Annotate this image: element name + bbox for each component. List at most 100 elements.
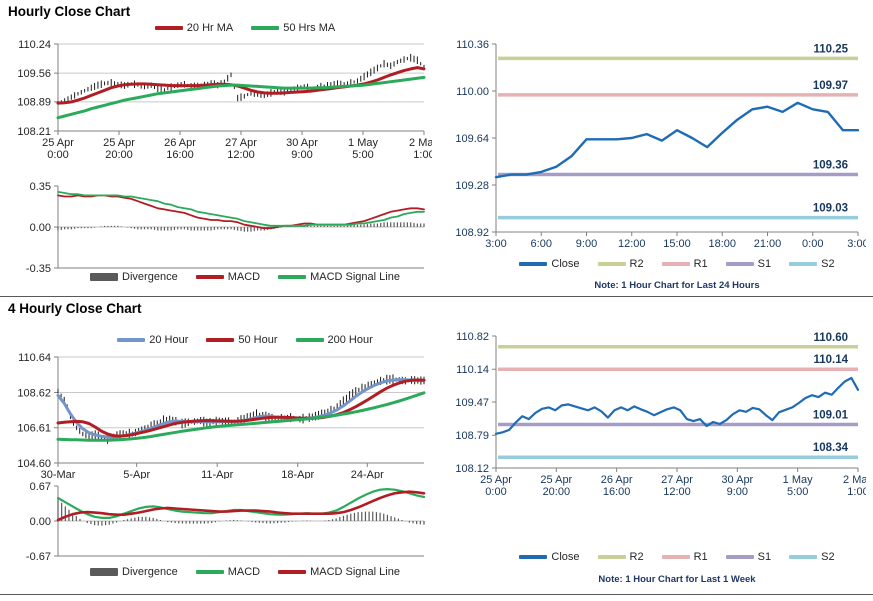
y-tick-label: 109.64 <box>455 133 489 145</box>
section-divider <box>0 296 873 297</box>
legend-swatch <box>725 262 754 266</box>
x-tick-label: 5:00 <box>787 486 808 498</box>
series-200-hour <box>56 391 426 442</box>
legend-item-divergence: Divergence <box>90 566 178 578</box>
x-tick-label: 12:00 <box>227 149 255 161</box>
legend-swatch <box>519 262 548 266</box>
x-tick-label: 1:00 <box>847 486 866 498</box>
y-tick-label: 110.00 <box>456 86 489 98</box>
four-hourly-pivot-note: Note: 1 Hour Chart for Last 1 Week <box>598 574 756 585</box>
y-tick-label: 109.47 <box>455 397 489 409</box>
x-tick-label: 18:00 <box>708 238 736 250</box>
y-tick-label: -0.35 <box>26 263 51 272</box>
legend-label: R2 <box>629 551 644 563</box>
x-tick-label: 2 May <box>843 474 866 486</box>
y-tick-label: 109.28 <box>455 180 489 192</box>
x-tick-label: 26 Apr <box>601 474 633 486</box>
x-tick-label: 3:00 <box>485 238 506 250</box>
legend-label: MACD Signal Line <box>310 566 400 578</box>
legend-swatch <box>278 275 307 279</box>
pivot-label-r2: 110.25 <box>813 43 848 55</box>
x-tick-label: 1:00 <box>413 149 432 161</box>
legend-item-r2: R2 <box>597 258 644 270</box>
section-title-four-hourly: 4 Hourly Close Chart <box>8 301 142 316</box>
legend-item-r1: R1 <box>661 551 708 563</box>
x-tick-label: 15:00 <box>663 238 691 250</box>
legend-swatch <box>90 273 119 281</box>
legend-item-20-hr-ma: 20 Hr MA <box>154 22 233 34</box>
legend-item-s1: S1 <box>725 551 771 563</box>
pivot-label-s1: 109.36 <box>813 160 848 172</box>
legend-swatch <box>661 555 690 559</box>
x-tick-label: 2 May <box>409 137 432 149</box>
hourly-pivot-legend: Close R2 R1 S1 S2 <box>490 258 864 270</box>
legend-item-200-hour: 200 Hour <box>295 334 373 346</box>
bottom-divider <box>0 594 873 595</box>
legend-item-macd: MACD <box>195 566 261 578</box>
x-tick-label: 25 Apr <box>42 137 74 149</box>
y-tick-label: 0.00 <box>30 516 51 528</box>
legend-swatch <box>251 26 280 30</box>
y-tick-label: 0.00 <box>30 222 51 234</box>
legend-item-50-hour: 50 Hour <box>206 334 278 346</box>
legend-swatch <box>519 555 548 559</box>
legend-label: R1 <box>693 258 708 270</box>
y-tick-label: 0.35 <box>30 181 51 193</box>
x-tick-label: 30 Apr <box>721 474 753 486</box>
legend-swatch <box>117 338 146 342</box>
series-50-hour <box>56 378 426 438</box>
y-tick-label: 110.64 <box>18 352 51 364</box>
x-tick-label: 18-Apr <box>281 469 314 479</box>
pivot-label-s2: 109.03 <box>813 203 848 215</box>
x-tick-label: 27 Apr <box>661 474 693 486</box>
y-tick-label: 108.92 <box>455 227 489 239</box>
x-tick-label: 5-Apr <box>123 469 150 479</box>
legend-swatch <box>195 570 224 574</box>
x-tick-label: 1 May <box>783 474 813 486</box>
legend-item-close: Close <box>519 258 580 270</box>
y-tick-label: 108.89 <box>17 97 51 109</box>
legend-label: Close <box>551 551 580 563</box>
legend-label: 50 Hour <box>238 334 278 346</box>
legend-item-macd-signal-line: MACD Signal Line <box>278 566 400 578</box>
y-tick-label: 0.67 <box>30 481 51 493</box>
y-tick-label: 108.21 <box>17 126 51 138</box>
legend-item-close: Close <box>519 551 580 563</box>
x-tick-label: 11-Apr <box>201 469 234 479</box>
legend-swatch <box>195 275 224 279</box>
hourly-pivot-note: Note: 1 Hour Chart for Last 24 Hours <box>594 280 760 291</box>
hourly-macd-legend: Divergence MACD MACD Signal Line <box>58 271 432 283</box>
series-macd-signal-line <box>57 190 425 227</box>
legend-label: Close <box>551 258 580 270</box>
x-tick-label: 30-Mar <box>41 469 76 479</box>
legend-item-r1: R1 <box>661 258 708 270</box>
legend-label: MACD <box>227 566 261 578</box>
legend-label: 20 Hour <box>149 334 189 346</box>
x-tick-label: 30 Apr <box>286 137 318 149</box>
legend-swatch <box>597 555 626 559</box>
legend-item-divergence: Divergence <box>90 271 178 283</box>
y-tick-label: 110.82 <box>456 331 489 343</box>
legend-label: S2 <box>821 551 835 563</box>
four-hourly-pivot-legend: Close R2 R1 S1 S2 <box>490 551 864 563</box>
y-tick-label: 110.36 <box>456 39 489 51</box>
x-tick-label: 1 May <box>348 137 378 149</box>
y-tick-label: 106.61 <box>17 423 51 435</box>
legend-item-macd-signal-line: MACD Signal Line <box>278 271 400 283</box>
legend-swatch <box>90 568 119 576</box>
x-tick-label: 9:00 <box>576 238 597 250</box>
series-close <box>494 376 860 435</box>
series-macd-signal-line <box>56 490 426 522</box>
legend-swatch <box>295 338 324 342</box>
x-tick-label: 0:00 <box>485 486 506 498</box>
page-title: Hourly Close Chart <box>8 4 131 19</box>
pivot-label-r2: 110.60 <box>813 332 848 344</box>
legend-label: Divergence <box>122 566 178 578</box>
legend-swatch <box>206 338 235 342</box>
x-tick-label: 12:00 <box>618 238 646 250</box>
legend-item-50-hrs-ma: 50 Hrs MA <box>251 22 335 34</box>
series-close <box>494 101 860 179</box>
